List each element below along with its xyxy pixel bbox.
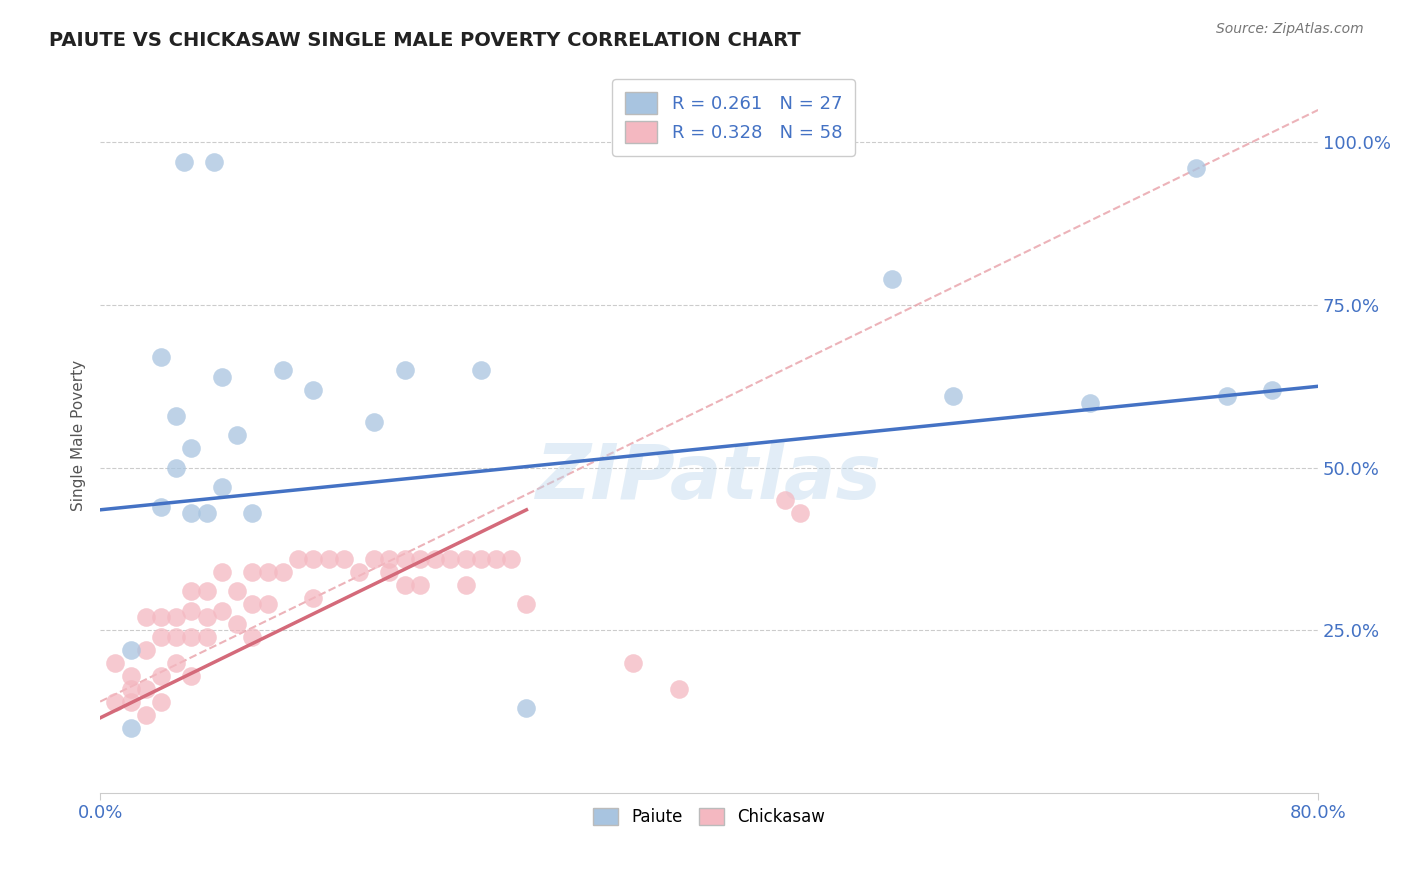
Point	[202, 155, 225, 169]
Point	[347, 565, 370, 579]
Point	[120, 681, 142, 696]
Point	[485, 551, 508, 566]
Point	[150, 500, 173, 514]
Point	[120, 642, 142, 657]
Point	[104, 695, 127, 709]
Point	[211, 565, 233, 579]
Point	[180, 668, 202, 682]
Point	[302, 551, 325, 566]
Point	[150, 610, 173, 624]
Point	[621, 656, 644, 670]
Point	[1261, 383, 1284, 397]
Point	[180, 584, 202, 599]
Point	[211, 369, 233, 384]
Point	[195, 610, 218, 624]
Point	[318, 551, 340, 566]
Point	[454, 551, 477, 566]
Point	[332, 551, 354, 566]
Point	[165, 409, 187, 423]
Point	[195, 584, 218, 599]
Point	[394, 577, 416, 591]
Point	[394, 551, 416, 566]
Point	[363, 415, 385, 429]
Point	[150, 695, 173, 709]
Point	[302, 383, 325, 397]
Point	[378, 551, 401, 566]
Point	[165, 460, 187, 475]
Text: ZIPatlas: ZIPatlas	[536, 441, 882, 515]
Point	[454, 577, 477, 591]
Point	[150, 668, 173, 682]
Point	[394, 363, 416, 377]
Point	[180, 506, 202, 520]
Point	[150, 350, 173, 364]
Point	[501, 551, 523, 566]
Point	[135, 642, 157, 657]
Point	[378, 565, 401, 579]
Point	[880, 272, 903, 286]
Point	[165, 630, 187, 644]
Point	[775, 493, 797, 508]
Point	[470, 551, 492, 566]
Point	[271, 363, 294, 377]
Point	[470, 363, 492, 377]
Point	[409, 551, 432, 566]
Point	[226, 428, 249, 442]
Legend: Paiute, Chickasaw: Paiute, Chickasaw	[585, 799, 834, 834]
Point	[120, 721, 142, 735]
Point	[256, 597, 278, 611]
Point	[195, 506, 218, 520]
Point	[242, 506, 264, 520]
Point	[409, 577, 432, 591]
Point	[515, 701, 537, 715]
Point	[515, 597, 537, 611]
Point	[165, 610, 187, 624]
Point	[173, 155, 195, 169]
Point	[104, 656, 127, 670]
Point	[180, 630, 202, 644]
Point	[789, 506, 811, 520]
Point	[942, 389, 965, 403]
Point	[242, 597, 264, 611]
Point	[363, 551, 385, 566]
Point	[211, 604, 233, 618]
Point	[180, 604, 202, 618]
Point	[668, 681, 690, 696]
Point	[135, 681, 157, 696]
Point	[150, 630, 173, 644]
Point	[135, 610, 157, 624]
Point	[256, 565, 278, 579]
Y-axis label: Single Male Poverty: Single Male Poverty	[72, 359, 86, 510]
Point	[120, 695, 142, 709]
Point	[135, 707, 157, 722]
Point	[287, 551, 309, 566]
Point	[242, 565, 264, 579]
Point	[211, 480, 233, 494]
Point	[195, 630, 218, 644]
Point	[1216, 389, 1239, 403]
Point	[423, 551, 446, 566]
Point	[439, 551, 461, 566]
Point	[165, 656, 187, 670]
Point	[271, 565, 294, 579]
Text: PAIUTE VS CHICKASAW SINGLE MALE POVERTY CORRELATION CHART: PAIUTE VS CHICKASAW SINGLE MALE POVERTY …	[49, 31, 801, 50]
Point	[120, 668, 142, 682]
Point	[180, 441, 202, 455]
Text: Source: ZipAtlas.com: Source: ZipAtlas.com	[1216, 22, 1364, 37]
Point	[226, 616, 249, 631]
Point	[1185, 161, 1208, 176]
Point	[226, 584, 249, 599]
Point	[1078, 395, 1101, 409]
Point	[242, 630, 264, 644]
Point	[302, 591, 325, 605]
